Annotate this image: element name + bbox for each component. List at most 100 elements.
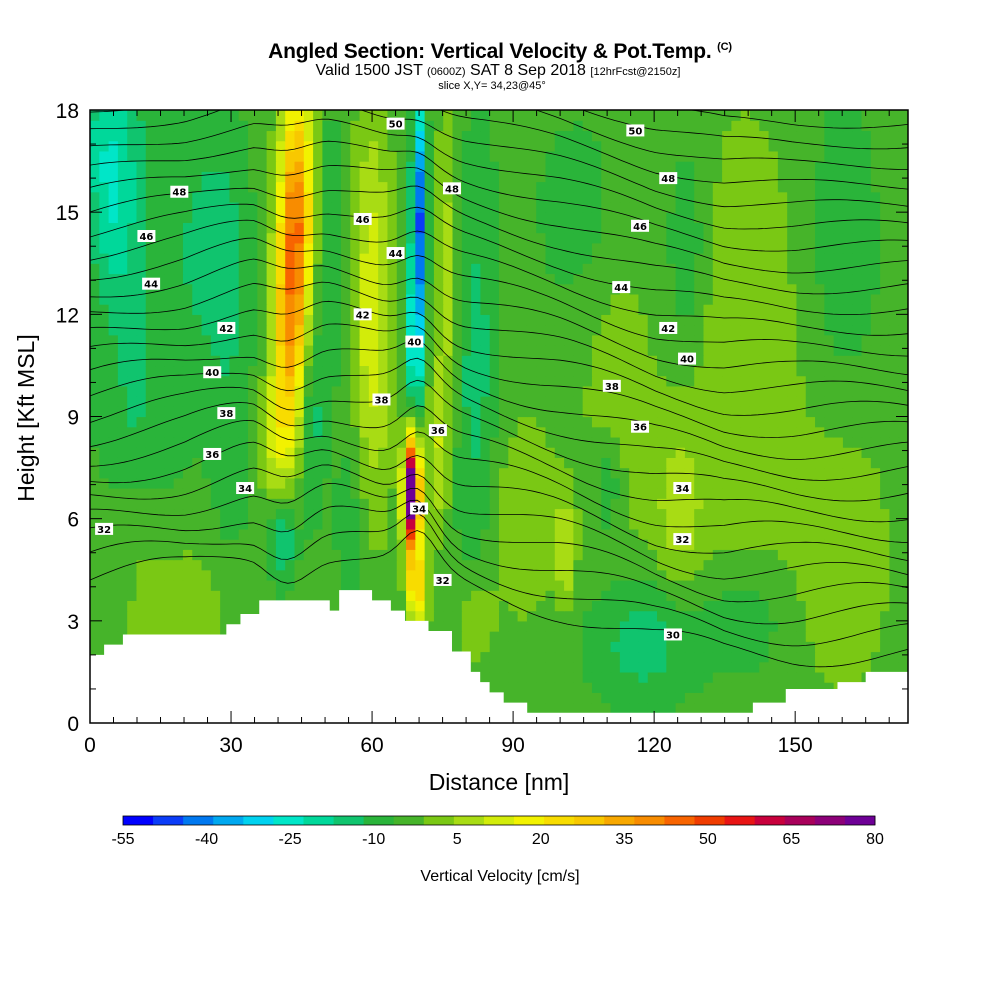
velocity-cell bbox=[619, 671, 630, 683]
velocity-cell bbox=[545, 283, 556, 295]
velocity-cell bbox=[378, 304, 389, 315]
velocity-cell bbox=[424, 385, 435, 397]
velocity-cell bbox=[406, 283, 416, 295]
velocity-cell bbox=[815, 181, 825, 193]
velocity-cell bbox=[545, 692, 556, 704]
velocity-cell bbox=[489, 426, 500, 438]
velocity-cell bbox=[861, 661, 872, 673]
velocity-cell bbox=[777, 488, 788, 499]
velocity-cell bbox=[526, 631, 537, 642]
velocity-cell bbox=[629, 579, 640, 591]
velocity-cell bbox=[573, 590, 584, 601]
velocity-cell bbox=[889, 396, 900, 407]
velocity-cell bbox=[387, 273, 398, 285]
velocity-cell bbox=[684, 457, 695, 469]
velocity-cell bbox=[313, 304, 323, 315]
velocity-cell bbox=[694, 385, 705, 397]
velocity-cell bbox=[294, 498, 305, 510]
velocity-cell bbox=[238, 191, 249, 203]
velocity-cell bbox=[220, 549, 231, 561]
velocity-cell bbox=[173, 293, 184, 305]
velocity-cell bbox=[657, 406, 667, 418]
velocity-cell bbox=[815, 314, 825, 326]
velocity-cell bbox=[331, 518, 342, 530]
velocity-cell bbox=[610, 590, 621, 601]
velocity-cell bbox=[712, 590, 723, 601]
velocity-cell bbox=[777, 436, 788, 448]
velocity-cell bbox=[591, 528, 602, 540]
velocity-cell bbox=[164, 334, 175, 346]
velocity-cell bbox=[396, 304, 407, 315]
velocity-cell bbox=[210, 620, 221, 632]
velocity-cell bbox=[638, 253, 649, 264]
velocity-cell bbox=[192, 457, 203, 469]
velocity-cell bbox=[796, 365, 807, 377]
velocity-cell bbox=[359, 201, 370, 213]
velocity-cell bbox=[601, 477, 612, 489]
velocity-cell bbox=[880, 426, 891, 438]
velocity-cell bbox=[601, 436, 612, 448]
velocity-cell bbox=[294, 488, 305, 499]
velocity-cell bbox=[526, 222, 537, 234]
velocity-cell bbox=[833, 283, 844, 295]
velocity-cell bbox=[787, 355, 798, 367]
velocity-cell bbox=[768, 559, 779, 571]
velocity-cell bbox=[508, 631, 519, 642]
velocity-cell bbox=[340, 549, 351, 561]
velocity-cell bbox=[629, 242, 640, 254]
velocity-cell bbox=[898, 488, 908, 499]
velocity-cell bbox=[182, 406, 193, 418]
velocity-cell bbox=[127, 314, 138, 326]
velocity-cell bbox=[461, 436, 472, 448]
velocity-cell bbox=[684, 467, 695, 479]
velocity-cell bbox=[787, 314, 798, 326]
velocity-cell bbox=[666, 620, 677, 632]
velocity-cell bbox=[731, 610, 742, 622]
velocity-cell bbox=[870, 641, 881, 653]
velocity-cell bbox=[833, 631, 844, 642]
velocity-cell bbox=[359, 273, 370, 285]
velocity-cell bbox=[861, 406, 872, 418]
velocity-cell bbox=[684, 447, 695, 458]
velocity-cell bbox=[155, 314, 165, 326]
velocity-cell bbox=[703, 150, 714, 162]
velocity-cell bbox=[322, 590, 333, 601]
velocity-cell bbox=[210, 263, 221, 275]
velocity-cell bbox=[591, 140, 602, 152]
velocity-cell bbox=[694, 304, 705, 315]
velocity-cell bbox=[127, 324, 138, 336]
velocity-cell bbox=[257, 263, 268, 275]
velocity-cell bbox=[898, 293, 908, 305]
velocity-cell bbox=[313, 498, 323, 510]
velocity-cell bbox=[861, 344, 872, 356]
velocity-cell bbox=[554, 661, 565, 673]
velocity-cell bbox=[359, 396, 370, 407]
velocity-cell bbox=[601, 416, 612, 428]
velocity-cell bbox=[545, 324, 556, 336]
velocity-cell bbox=[582, 355, 593, 367]
velocity-cell bbox=[433, 150, 444, 162]
velocity-cell bbox=[480, 467, 491, 479]
velocity-cell bbox=[684, 641, 695, 653]
velocity-cell bbox=[415, 222, 426, 234]
velocity-cell bbox=[629, 498, 640, 510]
velocity-cell bbox=[508, 396, 519, 407]
velocity-cell bbox=[647, 488, 658, 499]
velocity-cell bbox=[238, 273, 249, 285]
velocity-cell bbox=[192, 488, 203, 499]
velocity-cell bbox=[182, 334, 193, 346]
velocity-cell bbox=[489, 242, 500, 254]
velocity-cell bbox=[201, 467, 212, 479]
velocity-cell bbox=[499, 620, 509, 632]
velocity-cell bbox=[601, 569, 612, 581]
velocity-cell bbox=[768, 334, 779, 346]
velocity-cell bbox=[266, 171, 277, 183]
velocity-cell bbox=[657, 396, 667, 407]
velocity-cell bbox=[749, 569, 760, 581]
velocity-cell bbox=[508, 212, 519, 223]
velocity-cell bbox=[350, 385, 361, 397]
velocity-cell bbox=[340, 273, 351, 285]
velocity-cell bbox=[898, 365, 908, 377]
velocity-cell bbox=[564, 171, 574, 183]
velocity-cell bbox=[331, 579, 342, 591]
